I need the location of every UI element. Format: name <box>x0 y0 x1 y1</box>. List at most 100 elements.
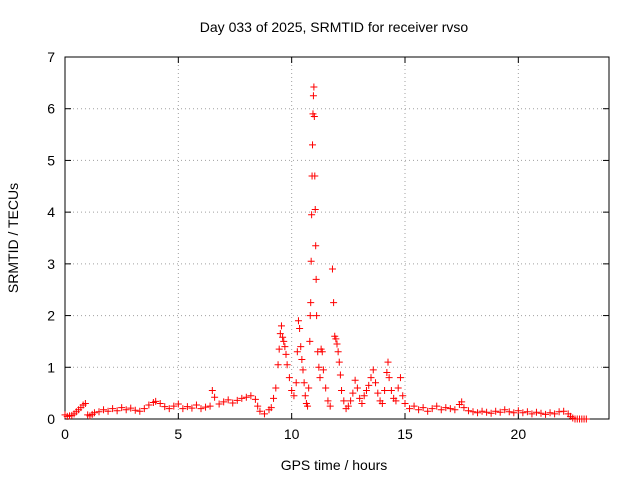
data-point <box>109 405 117 413</box>
data-point <box>372 379 380 387</box>
data-point <box>446 405 454 413</box>
data-point <box>328 265 336 273</box>
data-point <box>270 394 278 402</box>
data-point <box>140 405 148 413</box>
data-point <box>288 387 296 395</box>
data-point <box>95 408 103 416</box>
data-point <box>399 392 407 400</box>
data-point <box>312 275 320 283</box>
data-point <box>251 395 259 403</box>
data-point <box>118 404 126 412</box>
data-point <box>356 394 364 402</box>
data-point <box>281 343 289 351</box>
data-point <box>267 404 275 412</box>
data-point <box>532 408 540 416</box>
data-point <box>478 407 486 415</box>
x-tick-label: 10 <box>284 426 300 442</box>
data-point <box>406 405 414 413</box>
data-point <box>309 92 317 100</box>
data-point <box>276 330 284 338</box>
data-point <box>206 402 214 410</box>
data-point <box>301 392 309 400</box>
data-point <box>90 409 98 417</box>
data-point <box>496 408 504 416</box>
data-point <box>415 406 423 414</box>
data-point <box>378 399 386 407</box>
x-axis: 0 5 10 15 20 <box>61 57 526 442</box>
data-point <box>344 402 352 410</box>
data-point <box>326 402 334 410</box>
data-point <box>306 337 314 345</box>
data-point <box>136 407 144 415</box>
data-point <box>131 406 139 414</box>
data-point <box>152 397 160 405</box>
data-point <box>238 394 246 402</box>
x-tick-label: 20 <box>511 426 527 442</box>
y-tick-label: 3 <box>47 256 55 272</box>
data-point <box>229 399 237 407</box>
data-point <box>582 415 590 423</box>
data-point <box>360 392 368 400</box>
data-point <box>161 403 169 411</box>
data-point <box>510 409 518 417</box>
data-point <box>428 405 436 413</box>
data-point <box>442 404 450 412</box>
data-point <box>487 409 495 417</box>
data-point <box>312 242 320 250</box>
data-point <box>401 399 409 407</box>
data-point <box>215 400 223 408</box>
data-point <box>374 389 382 397</box>
data-point <box>353 384 361 392</box>
data-point <box>315 363 323 371</box>
chart-title: Day 033 of 2025, SRMTID for receiver rvs… <box>200 19 469 35</box>
data-point <box>277 322 285 330</box>
data-point <box>369 366 377 374</box>
data-point <box>208 387 216 395</box>
data-point <box>294 317 302 325</box>
data-point <box>156 399 164 407</box>
data-point <box>322 384 330 392</box>
data-point <box>316 374 324 382</box>
data-point <box>306 312 314 320</box>
data-point <box>233 396 241 404</box>
data-point <box>387 387 395 395</box>
data-point <box>183 403 191 411</box>
data-point <box>100 406 108 414</box>
data-point <box>392 397 400 405</box>
data-point <box>335 358 343 366</box>
data-point <box>338 387 346 395</box>
data-point <box>333 340 341 348</box>
data-point <box>546 409 554 417</box>
data-point <box>560 407 568 415</box>
data-series-srmtid <box>61 83 590 423</box>
data-point <box>433 402 441 410</box>
data-point <box>555 408 563 416</box>
data-point <box>307 299 315 307</box>
data-point <box>469 408 477 416</box>
data-point <box>537 409 545 417</box>
data-point <box>310 83 318 91</box>
data-point <box>296 325 304 332</box>
data-point <box>308 211 316 219</box>
data-point <box>220 398 228 406</box>
data-point <box>514 407 522 415</box>
x-tick-label: 15 <box>397 426 413 442</box>
data-point <box>247 392 255 400</box>
data-point <box>381 387 389 395</box>
y-tick-label: 6 <box>47 101 55 117</box>
data-point <box>324 397 332 405</box>
data-point <box>242 393 250 401</box>
data-point <box>385 374 393 382</box>
data-point <box>340 397 348 405</box>
data-point <box>174 400 182 408</box>
data-point <box>358 399 366 407</box>
y-tick-label: 1 <box>47 359 55 375</box>
y-tick-label: 0 <box>47 411 55 427</box>
y-tick-label: 2 <box>47 308 55 324</box>
data-point <box>351 376 359 384</box>
x-tick-label: 5 <box>174 426 182 442</box>
data-point <box>505 408 513 416</box>
data-point <box>197 405 205 413</box>
data-point <box>419 404 427 412</box>
